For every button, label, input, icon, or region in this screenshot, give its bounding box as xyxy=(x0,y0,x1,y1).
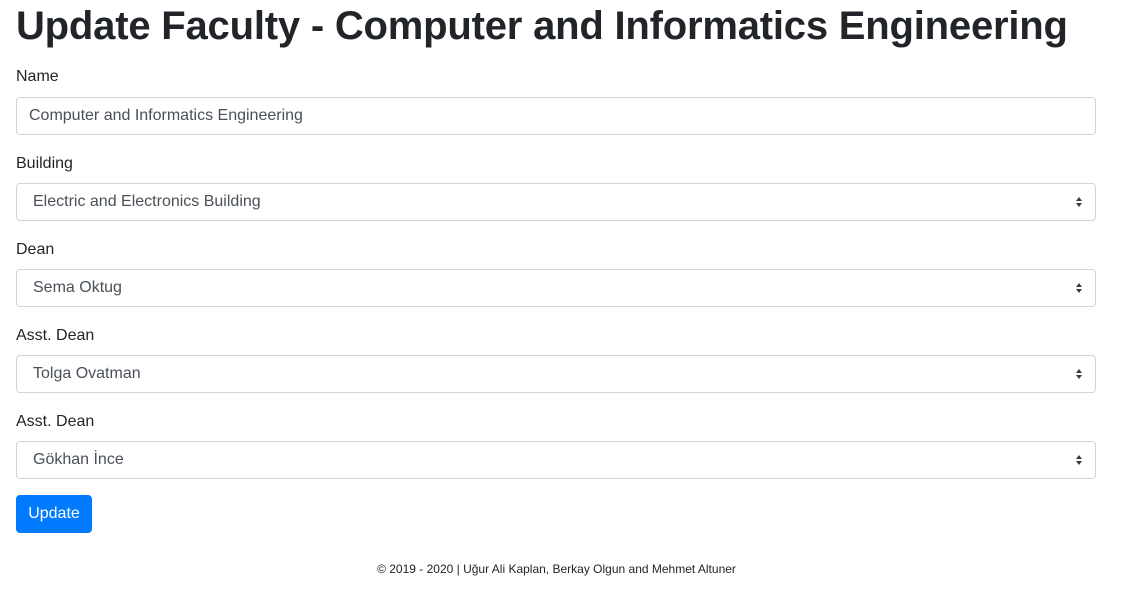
asst-dean-2-group: Asst. Dean Gökhan İnce xyxy=(16,412,1096,479)
dean-group: Dean Sema Oktug xyxy=(16,240,1096,307)
page-title: Update Faculty - Computer and Informatic… xyxy=(16,4,1068,48)
dean-select-value: Sema Oktug xyxy=(33,279,122,296)
update-button[interactable]: Update xyxy=(16,495,92,533)
chevron-updown-icon xyxy=(1076,197,1082,207)
asst-dean-1-group: Asst. Dean Tolga Ovatman xyxy=(16,326,1096,393)
dean-select[interactable]: Sema Oktug xyxy=(16,269,1096,307)
asst-dean-2-label: Asst. Dean xyxy=(16,413,95,430)
main-container: Update Faculty - Computer and Informatic… xyxy=(16,0,1096,533)
name-label: Name xyxy=(16,68,59,85)
asst-dean-2-select-value: Gökhan İnce xyxy=(33,451,124,468)
chevron-updown-icon xyxy=(1076,283,1082,293)
asst-dean-1-label: Asst. Dean xyxy=(16,327,95,344)
dean-label: Dean xyxy=(16,241,55,258)
form-actions: Update xyxy=(16,495,1096,533)
building-select[interactable]: Electric and Electronics Building xyxy=(16,183,1096,221)
building-label: Building xyxy=(16,155,73,172)
building-group: Building Electric and Electronics Buildi… xyxy=(16,154,1096,221)
name-input[interactable]: Computer and Informatics Engineering xyxy=(16,97,1096,135)
asst-dean-1-select-value: Tolga Ovatman xyxy=(33,365,141,382)
chevron-updown-icon xyxy=(1076,369,1082,379)
footer-copyright: © 2019 - 2020 | Uğur Ali Kaplan, Berkay … xyxy=(377,562,736,576)
building-select-value: Electric and Electronics Building xyxy=(33,193,261,210)
asst-dean-1-select[interactable]: Tolga Ovatman xyxy=(16,355,1096,393)
name-group: Name Computer and Informatics Engineerin… xyxy=(16,67,1096,135)
chevron-updown-icon xyxy=(1076,455,1082,465)
asst-dean-2-select[interactable]: Gökhan İnce xyxy=(16,441,1096,479)
